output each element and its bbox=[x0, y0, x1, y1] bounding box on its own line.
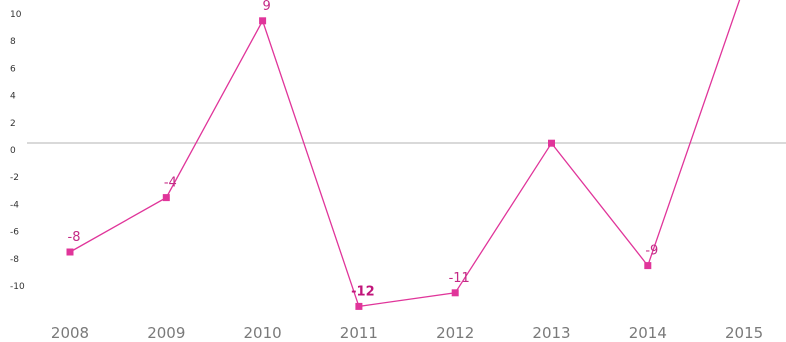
data-label: -4 bbox=[164, 176, 177, 191]
y-axis-ticks: 10 8 6 4 2 0 -2 -4 -6 -8 -10 bbox=[10, 10, 25, 292]
data-label: -12 bbox=[351, 284, 375, 299]
x-tick-label: 2008 bbox=[51, 324, 89, 342]
series-line bbox=[69, 0, 741, 308]
y-tick-label: 8 bbox=[10, 37, 16, 47]
data-label: 9 bbox=[262, 0, 270, 14]
x-tick-label: 2013 bbox=[532, 324, 570, 342]
y-tick-label: 10 bbox=[10, 10, 22, 20]
y-tick-label: 2 bbox=[10, 119, 16, 129]
y-tick-label: -10 bbox=[10, 282, 25, 292]
y-tick-label: -4 bbox=[10, 200, 19, 210]
data-point-marker bbox=[162, 194, 170, 202]
x-tick-label: 2011 bbox=[340, 324, 378, 342]
data-label: -9 bbox=[645, 244, 658, 259]
x-axis-ticks: 2008 2009 2010 2011 2012 2013 2014 2015 bbox=[51, 324, 763, 342]
x-tick-label: 2012 bbox=[436, 324, 474, 342]
data-point-marker bbox=[451, 289, 459, 297]
y-tick-label: 4 bbox=[10, 92, 16, 102]
y-tick-label: -8 bbox=[10, 255, 19, 265]
y-tick-label: 0 bbox=[10, 146, 16, 156]
y-tick-label: -6 bbox=[10, 228, 19, 238]
data-label: -8 bbox=[68, 230, 81, 245]
y-tick-label: -2 bbox=[10, 173, 19, 183]
y-tick-label: 6 bbox=[10, 64, 16, 74]
data-point-marker bbox=[66, 248, 74, 256]
x-tick-label: 2015 bbox=[725, 324, 763, 342]
data-point-marker bbox=[259, 17, 267, 25]
x-tick-label: 2014 bbox=[629, 324, 667, 342]
data-point-marker bbox=[644, 262, 652, 270]
data-label: -11 bbox=[449, 271, 470, 286]
data-point-marker bbox=[548, 139, 555, 147]
data-labels: -8 -4 9 -12 -11 -9 bbox=[68, 0, 659, 299]
x-tick-label: 2010 bbox=[244, 324, 282, 342]
x-tick-label: 2009 bbox=[147, 324, 185, 342]
data-point-marker bbox=[355, 302, 363, 310]
data-markers bbox=[66, 17, 652, 310]
